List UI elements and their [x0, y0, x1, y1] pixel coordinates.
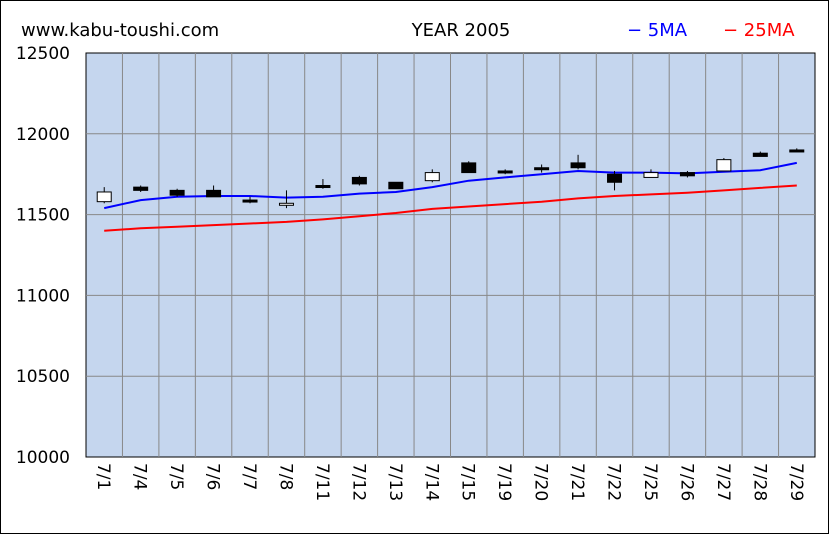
x-tick-label: 7/4 [130, 463, 150, 490]
candle-body [388, 181, 404, 190]
candle [789, 148, 805, 153]
y-tick-label: 12000 [16, 125, 70, 145]
candle [242, 196, 258, 204]
candle [607, 170, 623, 191]
x-tick-label: 7/22 [604, 463, 624, 501]
candle [96, 187, 112, 204]
candle-body [278, 202, 294, 206]
candle [570, 154, 586, 170]
candle-body [461, 162, 477, 174]
candle-body [169, 189, 185, 196]
x-tick-label: 7/6 [203, 463, 223, 490]
candles [96, 148, 805, 209]
ma25-line [104, 184, 797, 232]
candle [169, 188, 185, 197]
candle [679, 170, 695, 178]
x-tick-label: 7/27 [713, 463, 733, 501]
x-tick-label: 7/13 [385, 463, 405, 501]
candle [315, 179, 331, 189]
candle-body [716, 159, 732, 172]
candle-body [315, 185, 331, 189]
candle [643, 169, 659, 178]
candle-body [789, 149, 805, 153]
chart-title: YEAR 2005 [411, 20, 511, 41]
x-axis: 7/1 7/4 7/5 7/6 7/7 7/8 7/11 7/12 7/13 7/14 7/15 7/… [93, 463, 806, 501]
y-tick-label: 11500 [16, 206, 70, 226]
candle-body [351, 176, 367, 185]
x-tick-label: 7/29 [786, 463, 806, 501]
candle-body [206, 189, 222, 198]
ma25-series [104, 184, 797, 232]
x-tick-label: 7/8 [275, 463, 295, 490]
x-tick-label: 7/20 [531, 463, 551, 501]
candle-body [752, 152, 768, 157]
x-tick-label: 7/26 [676, 463, 696, 501]
y-tick-label: 12500 [16, 44, 70, 64]
candle [388, 181, 404, 190]
candle [278, 190, 294, 209]
candle-body [133, 186, 149, 191]
y-tick-label: 10500 [16, 367, 70, 387]
candle-body [424, 172, 440, 182]
candle-body [534, 167, 550, 171]
y-tick-label: 11000 [16, 286, 70, 306]
x-tick-label: 7/19 [494, 463, 514, 501]
x-tick-label: 7/21 [567, 463, 587, 501]
candle [133, 185, 149, 192]
candle [424, 169, 440, 183]
candle [497, 169, 513, 175]
y-axis: 10000 10500 11000 11500 12000 12500 [16, 44, 70, 468]
candle-body [96, 191, 112, 203]
candle [351, 175, 367, 186]
x-tick-label: 7/14 [421, 463, 441, 501]
x-tick-label: 7/11 [312, 463, 332, 501]
candle [206, 185, 222, 198]
candle [716, 158, 732, 172]
x-tick-label: 7/28 [749, 463, 769, 501]
grid-lines [86, 53, 815, 457]
legend-25ma: − 25MA [723, 20, 795, 41]
y-tick-label: 10000 [16, 448, 70, 468]
candle-body [497, 170, 513, 174]
candle-body [679, 172, 695, 177]
x-tick-label: 7/15 [458, 463, 478, 501]
candle-body [242, 199, 258, 203]
legend-5ma: − 5MA [627, 20, 688, 41]
candle-body [643, 172, 659, 178]
candle-body [570, 162, 586, 169]
x-tick-label: 7/5 [166, 463, 186, 490]
candle [461, 161, 477, 174]
candle [534, 164, 550, 173]
candle-body [607, 173, 623, 183]
x-tick-label: 7/1 [93, 463, 113, 490]
x-tick-label: 7/12 [348, 463, 368, 501]
site-url: www.kabu-toushi.com [21, 20, 219, 41]
x-tick-label: 7/7 [239, 463, 259, 490]
candle [752, 151, 768, 157]
x-tick-label: 7/25 [640, 463, 660, 501]
